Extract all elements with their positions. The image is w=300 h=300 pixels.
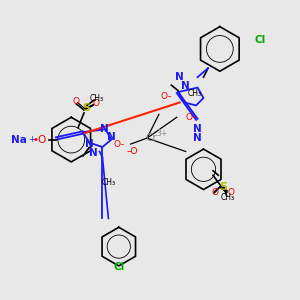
Text: S: S bbox=[219, 182, 227, 192]
Text: CH₃: CH₃ bbox=[221, 193, 235, 202]
Text: S: S bbox=[82, 103, 90, 113]
Text: N: N bbox=[181, 81, 190, 91]
Text: N: N bbox=[175, 72, 184, 82]
Text: O: O bbox=[92, 99, 99, 108]
Text: N: N bbox=[89, 148, 98, 158]
Text: Cl: Cl bbox=[254, 35, 266, 45]
Text: Na: Na bbox=[11, 135, 27, 145]
Text: CH₃: CH₃ bbox=[89, 94, 103, 103]
Text: N: N bbox=[193, 124, 202, 134]
Text: N: N bbox=[107, 132, 116, 142]
Text: O–: O– bbox=[186, 113, 197, 122]
Text: +: + bbox=[28, 135, 35, 144]
Text: O–: O– bbox=[113, 140, 124, 148]
Text: N: N bbox=[85, 139, 93, 149]
Text: Cr: Cr bbox=[146, 133, 158, 143]
Text: –O: –O bbox=[126, 147, 138, 156]
Text: N: N bbox=[193, 133, 202, 143]
Text: O: O bbox=[227, 188, 234, 197]
Text: CH₃: CH₃ bbox=[101, 178, 116, 187]
Text: CH₃: CH₃ bbox=[188, 89, 202, 98]
Text: O: O bbox=[73, 97, 80, 106]
Text: 3+: 3+ bbox=[156, 129, 167, 138]
Text: •O: •O bbox=[33, 135, 47, 145]
Text: O: O bbox=[211, 188, 218, 197]
Text: N: N bbox=[100, 124, 108, 134]
Text: O–: O– bbox=[160, 92, 172, 101]
Text: Cl: Cl bbox=[113, 262, 124, 272]
